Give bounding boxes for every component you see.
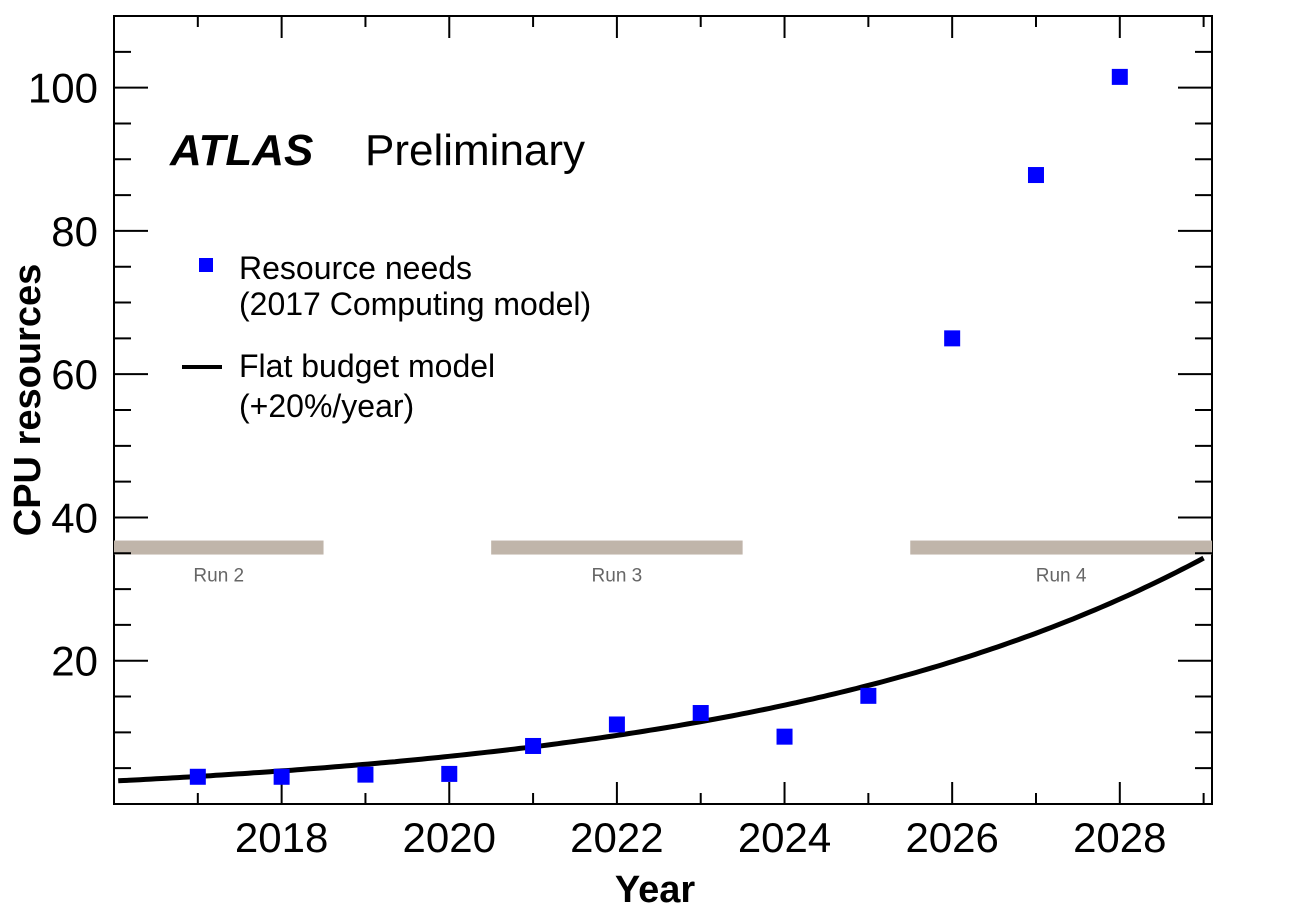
run-label: Run 4 xyxy=(1036,566,1087,587)
run-label: Run 3 xyxy=(592,566,643,587)
curves xyxy=(118,555,1205,784)
resource-needs-point xyxy=(1027,167,1044,184)
x-tick-label: 2018 xyxy=(235,814,328,861)
axis-ticks xyxy=(113,15,1212,804)
x-tick-label: 2022 xyxy=(570,814,663,861)
x-tick-label: 2024 xyxy=(738,814,831,861)
y-tick-label: 80 xyxy=(51,208,98,255)
axis-tick-labels: 2018 2020 2022 2024 2026 2028 20 40 60 80 100 xyxy=(28,65,1167,861)
run-bar xyxy=(910,540,1212,555)
flat-budget-curve xyxy=(118,555,1205,784)
resource-needs-point xyxy=(273,768,290,785)
resource-needs-point xyxy=(525,737,542,754)
run-bar xyxy=(491,540,743,555)
run-bar xyxy=(114,540,324,555)
resource-needs-point xyxy=(944,330,961,347)
run-label: Run 2 xyxy=(193,566,244,587)
points xyxy=(189,68,1128,785)
legend-marker-resource-needs xyxy=(199,258,213,272)
legend-label-flat-budget-line2: (+20%/year) xyxy=(239,388,414,424)
y-tick-label: 20 xyxy=(51,638,98,685)
status-label: Preliminary xyxy=(365,126,585,175)
resource-needs-point xyxy=(776,728,793,745)
legend-label-flat-budget: Flat budget model xyxy=(239,348,495,384)
resource-needs-point xyxy=(692,705,709,722)
x-axis-title: Year xyxy=(615,869,696,911)
x-tick-label: 2020 xyxy=(403,814,496,861)
resource-needs-point xyxy=(189,768,206,785)
x-tick-label: 2026 xyxy=(905,814,998,861)
experiment-label: ATLAS xyxy=(169,126,313,175)
y-tick-label: 40 xyxy=(51,494,98,541)
legend-label-resource-needs: Resource needs xyxy=(239,250,472,286)
legend-label-resource-needs-line2: (2017 Computing model) xyxy=(239,286,591,322)
resource-needs-point xyxy=(441,765,458,782)
resource-needs-point xyxy=(860,687,877,704)
legend: Resource needs (2017 Computing model) Fl… xyxy=(182,250,591,424)
x-tick-label: 2028 xyxy=(1073,814,1166,861)
y-tick-label: 60 xyxy=(51,351,98,398)
resource-needs-point xyxy=(608,716,625,733)
y-tick-label: 100 xyxy=(28,65,98,112)
resource-needs-point xyxy=(357,766,374,783)
resource-needs-point xyxy=(1111,68,1128,85)
y-axis-title: CPU resources xyxy=(7,264,49,536)
run-periods: Run 2 Run 3 Run 4 xyxy=(114,540,1212,587)
